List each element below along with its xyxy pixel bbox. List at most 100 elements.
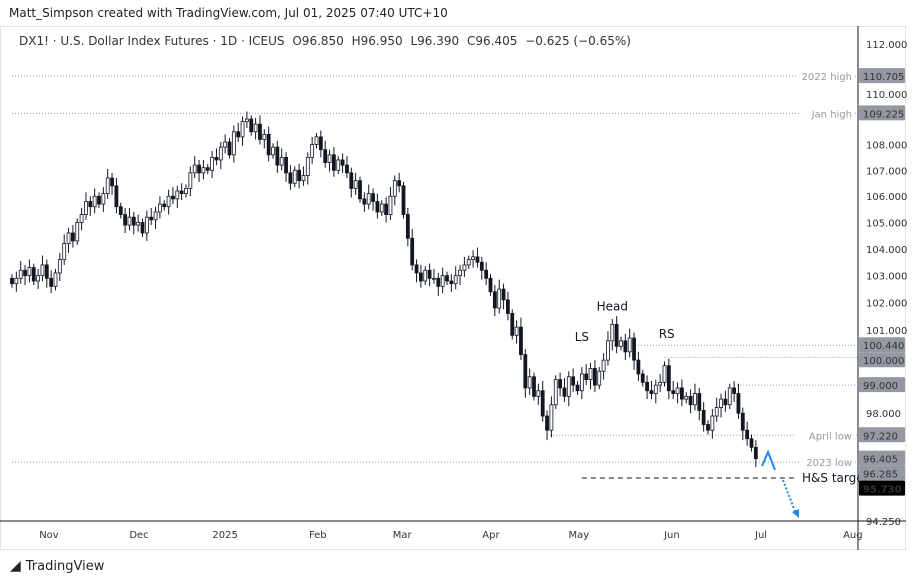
candle-down [227, 141, 232, 156]
candle-down [71, 232, 75, 242]
candle-up [305, 156, 310, 176]
candle-up [566, 376, 571, 397]
candle-up [14, 277, 19, 285]
candle-down [118, 206, 123, 215]
candle-up [223, 141, 228, 148]
candle-down [414, 264, 419, 274]
candle-up [310, 144, 315, 158]
candle-down [397, 180, 402, 187]
candle-up [527, 376, 532, 389]
candle-down [410, 237, 415, 266]
candle-down [375, 201, 380, 213]
price-tag-label: 109.225 [863, 109, 904, 120]
ohlc-low: L96.390 [410, 34, 460, 48]
candle-up [627, 337, 632, 353]
candle-down [179, 190, 184, 195]
candle-up [175, 190, 180, 200]
candle-up [710, 415, 715, 431]
candle-down [205, 167, 210, 171]
hs-target-price-tag [859, 480, 905, 496]
candle-down [284, 156, 288, 174]
candle-up [101, 193, 106, 205]
candle-up [53, 272, 58, 287]
chart-credit: Matt_Simpson created with TradingView.co… [9, 6, 448, 20]
candle-up [392, 180, 397, 197]
candle-up [601, 359, 606, 372]
candle-up [336, 159, 341, 171]
candle-up [462, 264, 467, 271]
candle-up [292, 169, 297, 184]
ohlc-open: O96.850 [292, 34, 344, 48]
ohlc-high: H96.950 [351, 34, 403, 48]
last-price-tag-label: 96.405 [863, 455, 898, 466]
candle-down [532, 376, 536, 397]
tradingview-brand[interactable]: ◢ TradingView [10, 558, 104, 574]
candle-up [231, 131, 236, 156]
time-tick-label: Jun [663, 530, 680, 541]
symbol-legend: DX1! · U.S. Dollar Index Futures · 1D · … [19, 34, 635, 48]
candle-up [366, 193, 371, 205]
ohlc-close: C96.405 [466, 34, 518, 48]
candle-up [244, 118, 249, 123]
candle-down [88, 201, 93, 208]
candle-up [127, 216, 132, 226]
candle-down [488, 277, 493, 293]
candle-up [262, 133, 267, 140]
candle-down [288, 172, 293, 184]
candle-down [666, 365, 671, 392]
price-tick-label: 98.000 [866, 409, 901, 420]
candle-down [479, 261, 484, 271]
candle-down [623, 340, 628, 353]
price-tag [859, 352, 905, 368]
candle-down [405, 214, 410, 239]
candle-down [649, 390, 654, 394]
candle-up [536, 390, 541, 397]
chart-frame [0, 26, 906, 550]
candle-down [562, 387, 567, 397]
candle-down [736, 393, 741, 414]
candle-down [23, 269, 27, 277]
candle-up [453, 275, 458, 285]
candle-up [423, 269, 428, 282]
projection-arrow-icon [761, 449, 776, 471]
candle-down [331, 154, 336, 171]
level-label-bg [801, 455, 854, 470]
candle-up [253, 123, 258, 133]
price-tick-label: 101.000 [866, 326, 907, 337]
candle-down [114, 185, 119, 208]
candle-up [62, 243, 67, 260]
time-tick-label: 2025 [212, 530, 237, 541]
candle-up [105, 177, 110, 195]
level-label-bg [795, 428, 854, 443]
candle-up [466, 259, 471, 266]
candle-up [218, 146, 223, 161]
candle-up [166, 195, 171, 208]
candle-down [44, 264, 49, 279]
candle-up [610, 323, 615, 342]
candle-down [345, 164, 349, 174]
price-tick-label: 106.000 [866, 192, 907, 203]
pattern-label-head: Head [597, 300, 628, 314]
candle-down [110, 177, 114, 187]
candle-down [706, 424, 710, 431]
candle-up [66, 232, 71, 244]
candle-down [571, 376, 576, 386]
candle-down [680, 387, 684, 400]
candle-up [240, 121, 245, 138]
candle-up [458, 269, 462, 277]
candle-up [658, 381, 663, 386]
candle-down [540, 390, 545, 417]
price-tag-label: 100.440 [863, 341, 904, 352]
candle-down [505, 299, 510, 314]
candle-down [449, 280, 454, 285]
price-tick-label: 110.000 [866, 90, 907, 101]
candle-down [697, 393, 702, 411]
candle-down [149, 216, 154, 221]
level-label: Jan high [811, 109, 852, 120]
candle-down [484, 269, 489, 279]
time-tick-label: May [568, 530, 589, 541]
candle-down [723, 398, 728, 406]
candle-up [157, 203, 162, 213]
candle-up [388, 195, 393, 215]
